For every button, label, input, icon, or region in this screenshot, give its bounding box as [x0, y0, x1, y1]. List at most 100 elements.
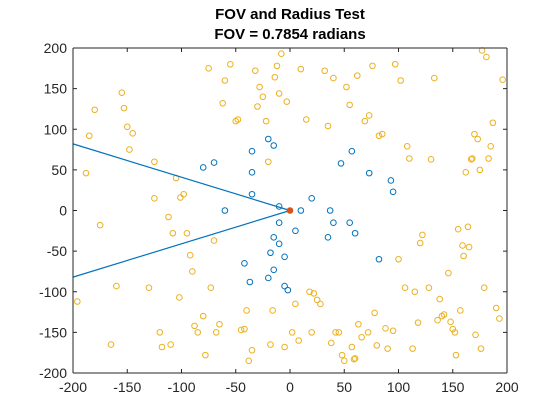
- y-tick-label: -100: [39, 284, 67, 300]
- data-point: [414, 319, 422, 326]
- origin-point: [286, 207, 294, 214]
- data-point: [129, 130, 136, 137]
- data-point: [434, 316, 441, 324]
- data-point: [241, 260, 248, 267]
- data-point: [483, 53, 490, 61]
- data-point: [324, 234, 332, 241]
- data-point: [403, 143, 411, 150]
- data-point: [474, 135, 482, 143]
- data-point: [485, 155, 492, 162]
- data-point: [246, 278, 254, 286]
- data-point: [375, 255, 383, 263]
- data-point: [169, 229, 177, 237]
- data-point: [459, 242, 466, 249]
- data-point: [471, 130, 478, 138]
- data-point: [284, 286, 292, 294]
- data-point: [113, 282, 120, 290]
- data-point: [406, 155, 413, 162]
- data-point: [221, 77, 229, 84]
- fov-lines: [72, 143, 294, 278]
- data-point: [321, 67, 329, 75]
- data-point: [387, 177, 395, 184]
- data-point: [306, 288, 313, 296]
- data-point: [74, 298, 81, 305]
- data-point: [227, 60, 234, 68]
- y-axis-ticks: 200 150 100 50 0 -50 -100 -150 -200: [39, 40, 67, 381]
- data-point: [431, 74, 438, 82]
- data-point: [480, 284, 488, 291]
- data-point: [382, 325, 389, 332]
- data-point: [351, 229, 359, 237]
- data-point: [324, 122, 332, 130]
- data-point: [297, 207, 305, 214]
- data-point: [454, 225, 462, 233]
- data-point: [158, 343, 166, 351]
- data-point: [330, 74, 337, 82]
- data-point: [487, 143, 495, 150]
- data-point: [207, 284, 215, 291]
- data-point: [265, 158, 272, 166]
- data-point: [85, 132, 93, 140]
- data-point: [292, 300, 299, 308]
- data-point: [335, 329, 343, 336]
- data-point: [256, 83, 263, 91]
- data-point: [199, 164, 207, 171]
- data-point: [327, 339, 335, 347]
- data-point: [477, 345, 485, 352]
- data-point: [212, 329, 220, 336]
- data-point: [332, 329, 339, 336]
- y-tick-label: 100: [44, 121, 68, 137]
- data-point: [389, 327, 397, 335]
- data-point: [202, 351, 209, 359]
- data-point: [326, 207, 334, 214]
- data-point: [365, 169, 373, 177]
- data-point: [270, 142, 278, 149]
- data-point: [292, 227, 299, 235]
- data-point: [205, 65, 212, 72]
- data-point: [91, 106, 98, 114]
- data-point: [409, 345, 416, 352]
- data-point: [186, 251, 194, 259]
- data-point: [210, 159, 218, 166]
- data-point: [378, 130, 386, 138]
- data-point: [151, 158, 158, 166]
- data-point: [397, 77, 404, 84]
- data-point: [436, 295, 444, 303]
- data-point: [270, 266, 278, 274]
- data-point: [373, 342, 381, 349]
- data-point: [419, 231, 426, 239]
- series-layer: [74, 47, 506, 365]
- data-point: [167, 341, 174, 348]
- data-point: [82, 169, 90, 177]
- data-point: [476, 166, 484, 174]
- data-point: [310, 290, 318, 297]
- x-tick-label: -200: [59, 379, 87, 395]
- data-point: [259, 93, 267, 101]
- data-point: [267, 341, 274, 348]
- y-tick-label: 0: [59, 203, 67, 219]
- data-point: [267, 249, 274, 257]
- data-point: [389, 188, 397, 196]
- x-tick-label: 50: [336, 379, 352, 395]
- data-point: [451, 329, 459, 336]
- data-point: [234, 116, 242, 123]
- data-point: [338, 351, 346, 359]
- data-point: [313, 296, 321, 304]
- data-point: [353, 72, 361, 79]
- tick-marks: [72, 47, 508, 374]
- data-point: [384, 345, 391, 352]
- data-point: [243, 307, 250, 314]
- y-tick-label: 150: [44, 81, 68, 97]
- data-point: [361, 117, 369, 125]
- data-point: [425, 284, 433, 291]
- data-point: [496, 315, 503, 322]
- data-point: [295, 337, 302, 344]
- y-tick-label: -200: [39, 365, 67, 381]
- data-point: [248, 346, 256, 354]
- data-point: [283, 98, 291, 105]
- data-point: [297, 65, 305, 73]
- data-point: [308, 329, 316, 336]
- data-point: [416, 239, 424, 247]
- data-point: [271, 73, 279, 81]
